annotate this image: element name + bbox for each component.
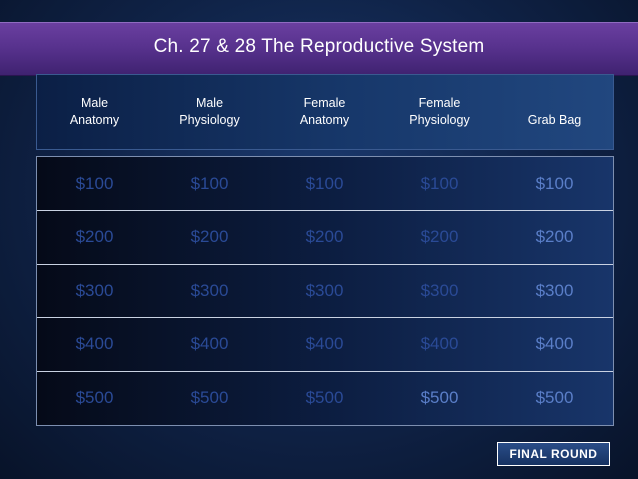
row-divider <box>37 264 613 265</box>
category-header-panel: Male Anatomy Male Physiology Female Anatomy… <box>36 74 614 150</box>
question-cell[interactable]: $500 <box>420 387 459 407</box>
question-cell[interactable]: $400 <box>190 333 229 353</box>
question-cell[interactable]: $400 <box>420 333 459 353</box>
question-cell[interactable]: $100 <box>420 173 459 193</box>
question-cell[interactable]: $400 <box>75 333 114 353</box>
category-label-line1: Male <box>80 96 109 110</box>
category-male-anatomy: Male Anatomy <box>37 75 152 149</box>
question-cell[interactable]: $300 <box>75 280 114 300</box>
title-bar <box>0 22 638 76</box>
category-label-line2: Physiology <box>409 113 470 127</box>
category-label-line1: Male <box>195 96 224 110</box>
category-label-line1: Grab Bag <box>527 112 582 127</box>
question-cell[interactable]: $200 <box>535 226 574 246</box>
question-cell[interactable]: $500 <box>535 387 574 407</box>
row-divider <box>37 210 613 211</box>
category-label-line2: Anatomy <box>299 113 350 127</box>
question-cell[interactable]: $500 <box>75 387 114 407</box>
question-cell[interactable]: $100 <box>535 173 574 193</box>
question-cell[interactable]: $100 <box>305 173 344 193</box>
question-cell[interactable]: $200 <box>420 226 459 246</box>
jeopardy-board: $100 $100 $100 $100 $100 $200 $200 $200 … <box>36 156 614 426</box>
category-label-line1: Female <box>303 96 346 110</box>
row-divider <box>37 371 613 372</box>
question-cell[interactable]: $500 <box>305 387 344 407</box>
question-cell[interactable]: $300 <box>535 280 574 300</box>
question-cell[interactable]: $100 <box>75 173 114 193</box>
category-label-line2: Physiology <box>179 113 240 127</box>
final-round-button[interactable]: FINAL ROUND <box>497 442 610 466</box>
question-cell[interactable]: $400 <box>305 333 344 353</box>
question-cell[interactable]: $300 <box>420 280 459 300</box>
page-title: Ch. 27 & 28 The Reproductive System <box>153 36 485 57</box>
question-cell[interactable]: $400 <box>535 333 574 353</box>
category-female-physiology: Female Physiology <box>382 75 497 149</box>
category-grab-bag: Grab Bag <box>497 83 612 157</box>
category-label-line2: Anatomy <box>69 113 120 127</box>
question-cell[interactable]: $100 <box>190 173 229 193</box>
question-cell[interactable]: $300 <box>305 280 344 300</box>
category-male-physiology: Male Physiology <box>152 75 267 149</box>
category-female-anatomy: Female Anatomy <box>267 75 382 149</box>
question-cell[interactable]: $500 <box>190 387 229 407</box>
question-cell[interactable]: $200 <box>305 226 344 246</box>
question-cell[interactable]: $200 <box>190 226 229 246</box>
row-divider <box>37 317 613 318</box>
question-cell[interactable]: $300 <box>190 280 229 300</box>
question-cell[interactable]: $200 <box>75 226 114 246</box>
category-label-line1: Female <box>418 96 461 110</box>
